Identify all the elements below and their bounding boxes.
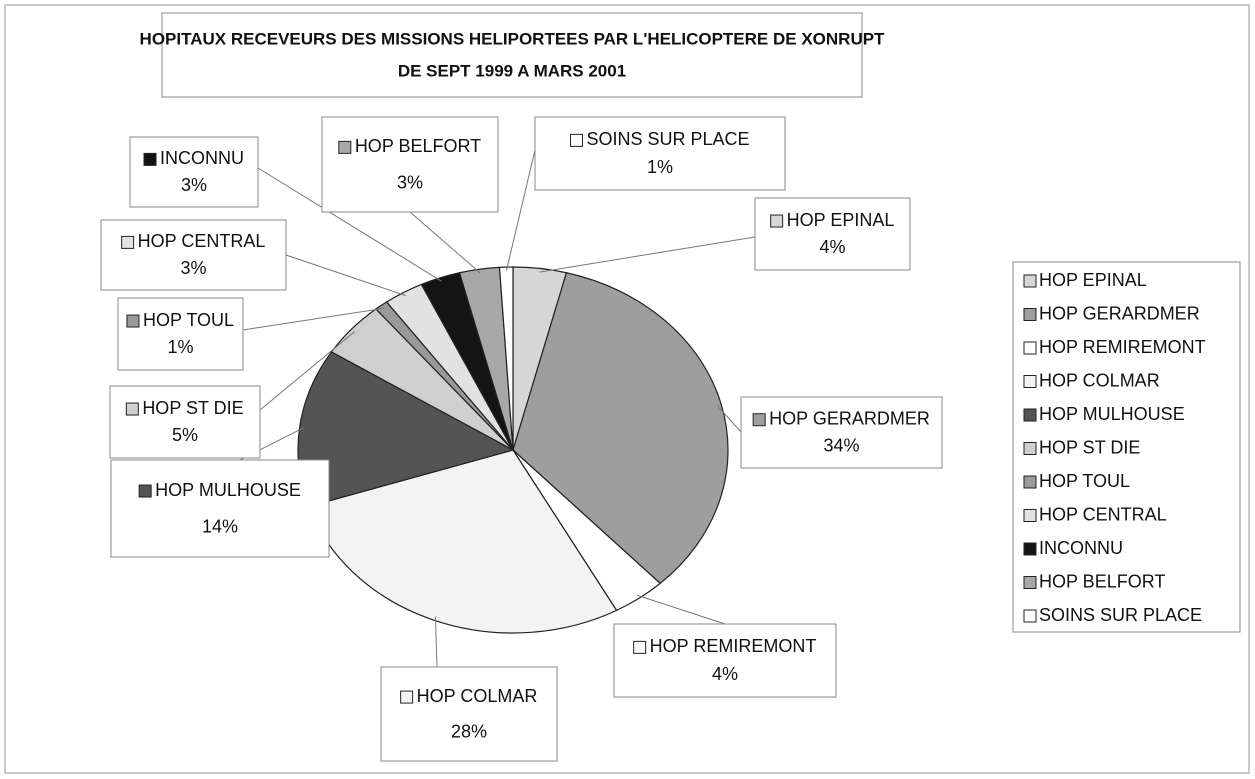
leader-line <box>409 211 481 274</box>
label-box <box>100 219 287 291</box>
label-swatch <box>121 235 135 249</box>
slice-value-label: 28% <box>451 722 487 742</box>
pie-slice <box>498 266 514 451</box>
legend-swatch <box>1023 408 1037 422</box>
label-swatch <box>569 133 583 147</box>
label-box <box>534 116 786 191</box>
slice-value-label: 3% <box>181 175 207 195</box>
slice-label: HOP COLMAR <box>417 686 538 706</box>
slice-label: HOP REMIREMONT <box>650 636 817 656</box>
chart-title: HOPITAUX RECEVEURS DES MISSIONS HELIPORT… <box>140 29 886 48</box>
legend-swatch <box>1023 341 1037 355</box>
leader-line <box>257 167 442 282</box>
slice-value-label: 1% <box>167 337 193 357</box>
slice-value-label: 4% <box>712 664 738 684</box>
slice-label: HOP CENTRAL <box>138 231 266 251</box>
leader-line <box>259 331 356 411</box>
legend-swatch <box>1023 274 1037 288</box>
legend-label: INCONNU <box>1039 538 1123 558</box>
legend-label: HOP CENTRAL <box>1039 504 1167 524</box>
label-box <box>321 116 499 213</box>
label-box <box>754 197 911 271</box>
legend-label: HOP EPINAL <box>1039 270 1147 290</box>
legend-label: HOP BELFORT <box>1039 571 1165 591</box>
slice-label: HOP GERARDMER <box>769 408 930 428</box>
label-swatch <box>633 640 647 654</box>
legend-box <box>1012 261 1241 633</box>
slice-value-label: 3% <box>397 172 423 192</box>
slice-value-label: 4% <box>819 237 845 257</box>
slice-label: HOP ST DIE <box>142 398 243 418</box>
slice-value-label: 14% <box>202 517 238 537</box>
slice-label: INCONNU <box>160 148 244 168</box>
leader-line <box>434 616 438 668</box>
label-swatch <box>126 314 140 328</box>
legend-swatch <box>1023 509 1037 522</box>
slice-value-label: 1% <box>647 157 673 177</box>
label-swatch <box>770 214 784 228</box>
label-swatch <box>125 402 139 416</box>
leader-line <box>285 254 406 297</box>
legend-swatch <box>1023 442 1037 455</box>
legend-swatch <box>1023 475 1037 489</box>
leader-line <box>716 405 742 433</box>
legend-label: HOP COLMAR <box>1039 370 1160 390</box>
label-box <box>109 385 261 459</box>
leader-line <box>539 236 756 273</box>
legend-label: HOP GERARDMER <box>1039 303 1200 323</box>
legend-label: SOINS SUR PLACE <box>1039 605 1202 625</box>
legend-label: HOP TOUL <box>1039 471 1130 491</box>
label-box <box>117 297 244 371</box>
legend-swatch <box>1023 308 1037 321</box>
legend-label: HOP MULHOUSE <box>1039 404 1185 424</box>
slice-label: HOP TOUL <box>143 310 234 330</box>
label-swatch <box>752 413 766 427</box>
label-box <box>613 623 837 698</box>
label-swatch <box>138 484 152 498</box>
slice-value-label: 5% <box>172 425 198 445</box>
leader-line <box>505 149 536 271</box>
legend-swatch <box>1023 576 1037 589</box>
title-box <box>161 12 863 98</box>
chart-subtitle: DE SEPT 1999 A MARS 2001 <box>398 61 626 80</box>
leader-line <box>242 307 384 331</box>
label-swatch <box>338 140 352 154</box>
legend-swatch <box>1023 375 1037 388</box>
label-swatch <box>400 690 414 704</box>
slice-label: HOP BELFORT <box>355 136 481 156</box>
label-box <box>740 396 943 469</box>
slice-value-label: 3% <box>180 258 206 278</box>
slice-value-label: 34% <box>823 435 859 455</box>
leader-line <box>636 594 726 625</box>
pie-slice <box>512 272 729 585</box>
legend-swatch <box>1023 542 1037 556</box>
label-box <box>129 136 259 208</box>
slice-label: HOP MULHOUSE <box>155 480 301 500</box>
label-swatch <box>143 152 157 166</box>
legend-label: HOP REMIREMONT <box>1039 337 1206 357</box>
label-box <box>110 459 330 558</box>
label-box <box>380 666 558 762</box>
slice-label: SOINS SUR PLACE <box>586 129 749 149</box>
slice-label: HOP EPINAL <box>787 210 895 230</box>
legend-label: HOP ST DIE <box>1039 437 1140 457</box>
legend-swatch <box>1023 609 1037 623</box>
